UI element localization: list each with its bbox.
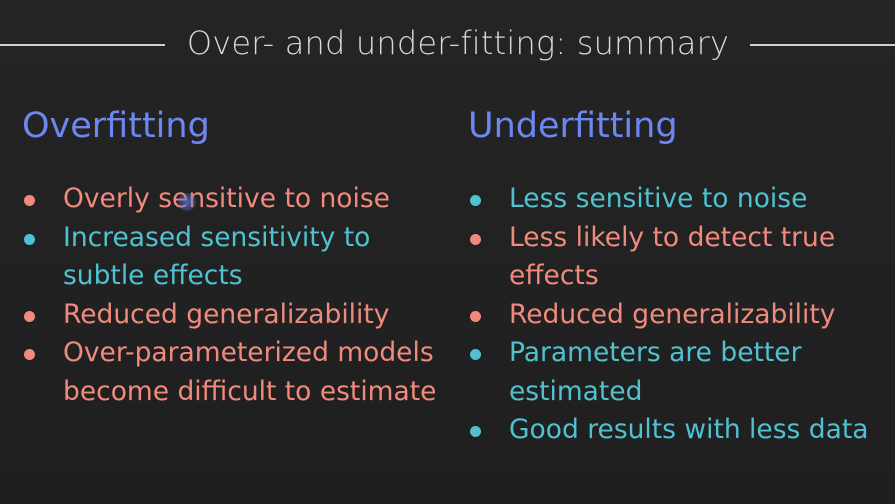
list-item-text: Reduced generalizability bbox=[509, 298, 836, 330]
title-rule-left bbox=[0, 44, 165, 46]
list-item-text: Increased sensitivity to subtle effects bbox=[63, 221, 371, 292]
pointer-cursor bbox=[178, 193, 196, 211]
list-item: Reduced generalizability bbox=[468, 296, 893, 335]
list-item: Parameters are better estimated bbox=[468, 334, 893, 411]
list-item-text: Over-parameterized models become difficu… bbox=[63, 337, 437, 407]
bullet-icon bbox=[470, 310, 481, 322]
bullet-icon bbox=[470, 195, 481, 206]
bullet-icon bbox=[470, 426, 481, 437]
underfitting-list: Less sensitive to noise Less likely to de… bbox=[468, 180, 893, 450]
list-item: Less likely to detect true effects bbox=[468, 219, 893, 296]
list-item: Increased sensitivity to subtle effects bbox=[22, 219, 442, 296]
list-item: Overly sensitive to noise bbox=[22, 180, 442, 219]
bullet-icon bbox=[470, 233, 481, 245]
overfitting-heading: Overfitting bbox=[22, 106, 210, 146]
list-item: Less sensitive to noise bbox=[468, 180, 893, 219]
bullet-icon bbox=[470, 349, 481, 360]
overfitting-list: Overly sensitive to noise Increased sensi… bbox=[22, 180, 442, 411]
bullet-icon bbox=[24, 233, 35, 245]
list-item: Over-parameterized models become difficu… bbox=[22, 334, 442, 411]
list-item: Good results with less data bbox=[468, 411, 893, 450]
list-item-text: Parameters are better estimated bbox=[509, 337, 802, 407]
underfitting-column: Underfitting Less sensitive to noise Less… bbox=[468, 102, 893, 450]
list-item-text: Overly sensitive to noise bbox=[63, 183, 390, 214]
list-item-text: Less likely to detect true effects bbox=[509, 221, 836, 292]
bullet-icon bbox=[24, 349, 35, 360]
title-row: Over- and under-fitting: summary bbox=[0, 22, 895, 70]
bullet-icon bbox=[24, 310, 35, 322]
list-item: Reduced generalizability bbox=[22, 296, 442, 335]
underfitting-heading: Underfitting bbox=[468, 106, 678, 146]
overfitting-column: Overfitting Overly sensitive to noise Inc… bbox=[22, 102, 442, 411]
bullet-icon bbox=[24, 195, 35, 206]
list-item-text: Less sensitive to noise bbox=[509, 183, 808, 214]
list-item-text: Reduced generalizability bbox=[63, 298, 390, 330]
title-rule-right bbox=[750, 44, 895, 46]
list-item-text: Good results with less data bbox=[509, 414, 869, 445]
slide-title: Over- and under-fitting: summary bbox=[186, 24, 730, 62]
